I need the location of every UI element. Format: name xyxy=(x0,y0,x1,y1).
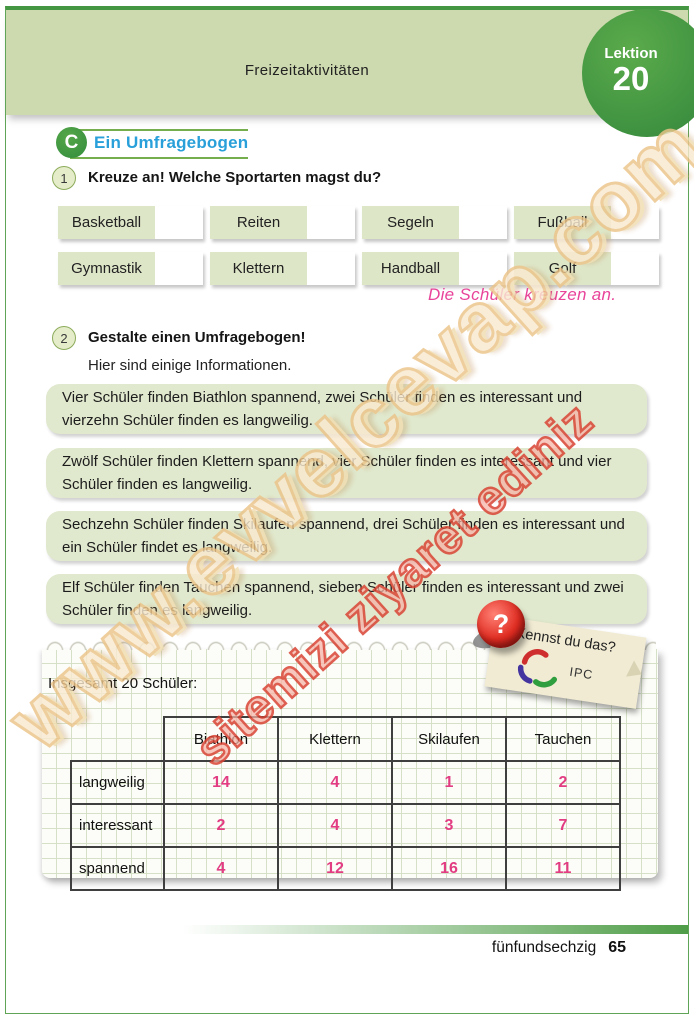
kennst-du-das-note: Kennst du das? IPC xyxy=(484,615,647,709)
option-label: Golf xyxy=(514,252,611,285)
option-fussball: Fußball xyxy=(514,206,659,239)
row-label: langweilig xyxy=(70,760,165,805)
option-segeln: Segeln xyxy=(362,206,507,239)
answer-cell: 2 xyxy=(505,760,621,805)
checkbox[interactable] xyxy=(459,206,507,239)
checkbox[interactable] xyxy=(155,206,203,239)
option-label: Fußball xyxy=(514,206,611,239)
info-box-klettern: Zwölf Schüler finden Klettern spannend, … xyxy=(46,448,647,498)
ipc-agitos-icon xyxy=(517,649,558,688)
answer-cell: 12 xyxy=(277,846,393,891)
answer-cell: 7 xyxy=(505,803,621,848)
column-header: Klettern xyxy=(277,716,393,762)
option-reiten: Reiten xyxy=(210,206,355,239)
lektion-label: Lektion xyxy=(604,45,658,62)
section-letter-badge: C xyxy=(56,127,87,158)
lektion-badge: Lektion 20 xyxy=(582,9,694,137)
info-box-skilaufen: Sechzehn Schüler finden Skilaufen spanne… xyxy=(46,511,647,561)
answer-cell: 4 xyxy=(277,760,393,805)
answer-cell: 16 xyxy=(391,846,507,891)
survey-table: Biathlon Klettern Skilaufen Tauchen lang… xyxy=(70,716,621,891)
table-row: spannend 4 12 16 11 xyxy=(70,846,621,891)
option-golf: Golf xyxy=(514,252,659,285)
page-footer: fünfundsechzig 65 xyxy=(492,939,626,957)
sport-options-grid: Basketball Reiten Segeln Fußball Gymnast… xyxy=(58,206,659,285)
section-rule-bottom xyxy=(70,157,248,159)
row-label: spannend xyxy=(70,846,165,891)
checkbox[interactable] xyxy=(611,252,659,285)
page-number: 65 xyxy=(608,939,626,956)
page-number-word: fünfundsechzig xyxy=(491,939,597,956)
column-header: Skilaufen xyxy=(391,716,507,762)
answer-cell: 3 xyxy=(391,803,507,848)
exercise2-prompt: Gestalte einen Umfragebogen! xyxy=(88,329,306,346)
column-header: Biathlon xyxy=(163,716,279,762)
option-label: Reiten xyxy=(210,206,307,239)
handwritten-answer-note: Die Schüler kreuzen an. xyxy=(428,285,617,304)
option-label: Klettern xyxy=(210,252,307,285)
answer-cell: 11 xyxy=(505,846,621,891)
option-klettern: Klettern xyxy=(210,252,355,285)
info-box-tauchen: Elf Schüler finden Tauchen spannend, sie… xyxy=(46,574,647,624)
answer-cell: 14 xyxy=(163,760,279,805)
page-header-title: Freizeitaktivitäten xyxy=(244,62,370,79)
table-row: interessant 2 4 3 7 xyxy=(70,803,621,848)
option-gymnastik: Gymnastik xyxy=(58,252,203,285)
checkbox[interactable] xyxy=(155,252,203,285)
checkbox[interactable] xyxy=(459,252,507,285)
footer-accent-bar xyxy=(182,925,688,934)
checkbox[interactable] xyxy=(307,206,355,239)
table-row: langweilig 14 4 1 2 xyxy=(70,760,621,805)
table-header-row: Biathlon Klettern Skilaufen Tauchen xyxy=(71,716,621,762)
info-box-biathlon: Vier Schüler finden Biathlon spannend, z… xyxy=(46,384,647,434)
answer-cell: 1 xyxy=(391,760,507,805)
option-label: Gymnastik xyxy=(58,252,155,285)
option-basketball: Basketball xyxy=(58,206,203,239)
header-band: Freizeitaktivitäten xyxy=(6,10,688,115)
ipc-label: IPC xyxy=(568,664,595,683)
corner-cell xyxy=(71,717,164,761)
checkbox[interactable] xyxy=(611,206,659,239)
column-header: Tauchen xyxy=(505,716,621,762)
exercise2-number-badge: 2 xyxy=(52,326,76,350)
section-rule-top xyxy=(70,129,248,131)
answer-cell: 4 xyxy=(163,846,279,891)
exercise1-prompt: Kreuze an! Welche Sportarten magst du? xyxy=(88,169,382,186)
option-label: Basketball xyxy=(58,206,155,239)
checkbox[interactable] xyxy=(307,252,355,285)
row-label: interessant xyxy=(70,803,165,848)
survey-intro: Insgesamt 20 Schüler: xyxy=(48,675,198,692)
option-handball: Handball xyxy=(362,252,507,285)
exercise1-number-badge: 1 xyxy=(52,166,76,190)
torn-edge xyxy=(44,639,656,650)
answer-cell: 4 xyxy=(277,803,393,848)
answer-cell: 2 xyxy=(163,803,279,848)
lektion-number: 20 xyxy=(612,60,650,97)
section-title: Ein Umfragebogen xyxy=(94,133,249,152)
question-mark-pin-icon: ? xyxy=(477,600,525,648)
exercise2-subtitle: Hier sind einige Informationen. xyxy=(88,357,292,374)
option-label: Segeln xyxy=(362,206,459,239)
option-label: Handball xyxy=(362,252,459,285)
